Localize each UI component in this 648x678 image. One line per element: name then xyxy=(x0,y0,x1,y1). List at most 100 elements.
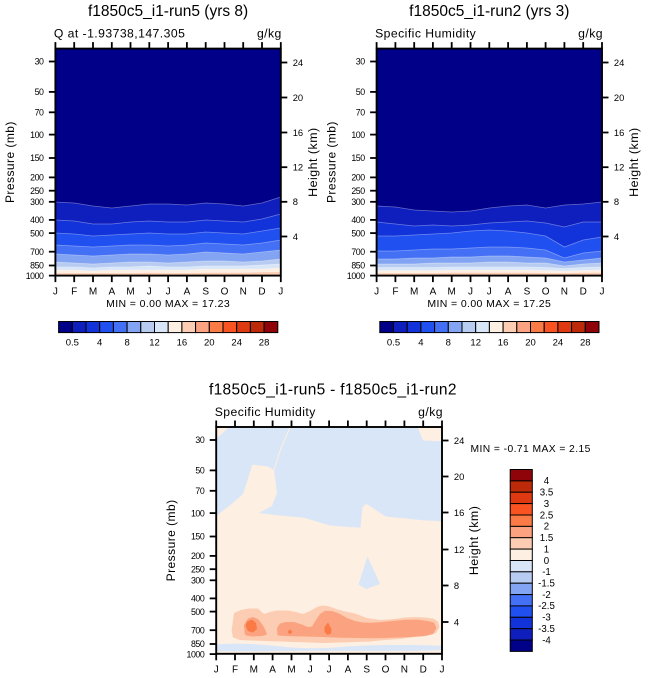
svg-text:250: 250 xyxy=(351,186,365,196)
svg-text:Height (km): Height (km) xyxy=(467,506,481,576)
svg-text:J: J xyxy=(487,287,492,298)
svg-text:3: 3 xyxy=(544,499,549,510)
svg-text:100: 100 xyxy=(191,508,205,518)
svg-text:-2.5: -2.5 xyxy=(538,601,555,612)
svg-text:F: F xyxy=(392,287,398,298)
svg-text:J: J xyxy=(440,665,445,676)
svg-text:A: A xyxy=(430,287,437,298)
svg-text:20: 20 xyxy=(293,92,303,103)
svg-text:g/kg: g/kg xyxy=(257,26,282,40)
svg-text:150: 150 xyxy=(30,153,44,163)
svg-text:F: F xyxy=(232,665,238,676)
svg-text:-2: -2 xyxy=(542,590,551,601)
svg-text:16: 16 xyxy=(454,507,464,518)
svg-text:2.5: 2.5 xyxy=(540,510,553,521)
svg-text:Pressure (mb): Pressure (mb) xyxy=(164,499,178,581)
svg-text:50: 50 xyxy=(35,87,44,97)
svg-text:30: 30 xyxy=(35,57,44,67)
svg-text:150: 150 xyxy=(191,532,205,542)
svg-text:-1.5: -1.5 xyxy=(538,579,555,590)
svg-text:1000: 1000 xyxy=(26,271,44,281)
svg-text:70: 70 xyxy=(356,108,365,118)
svg-text:Specific Humidity: Specific Humidity xyxy=(215,405,317,419)
svg-text:28: 28 xyxy=(580,337,591,348)
svg-text:-3.5: -3.5 xyxy=(538,624,555,635)
svg-text:J: J xyxy=(468,287,473,298)
svg-text:D: D xyxy=(580,287,587,298)
svg-text:S: S xyxy=(202,287,209,298)
svg-text:700: 700 xyxy=(30,247,44,257)
svg-text:J: J xyxy=(600,287,605,298)
svg-text:A: A xyxy=(108,287,115,298)
svg-text:24: 24 xyxy=(553,337,564,348)
svg-text:Specific Humidity: Specific Humidity xyxy=(375,26,477,40)
svg-text:50: 50 xyxy=(356,87,365,97)
svg-text:50: 50 xyxy=(195,466,204,476)
svg-text:1000: 1000 xyxy=(347,271,365,281)
svg-text:A: A xyxy=(505,287,512,298)
svg-text:250: 250 xyxy=(191,564,205,574)
svg-text:M: M xyxy=(250,665,258,676)
svg-text:24: 24 xyxy=(231,337,242,348)
svg-text:Pressure (mb): Pressure (mb) xyxy=(3,121,17,203)
svg-text:J: J xyxy=(53,287,58,298)
svg-text:16: 16 xyxy=(614,127,624,138)
svg-text:24: 24 xyxy=(293,57,303,68)
svg-text:J: J xyxy=(147,287,152,298)
svg-text:D: D xyxy=(420,665,427,676)
svg-text:g/kg: g/kg xyxy=(418,405,443,419)
svg-text:30: 30 xyxy=(356,57,365,67)
svg-text:100: 100 xyxy=(30,130,44,140)
svg-text:500: 500 xyxy=(191,607,205,617)
svg-text:1.5: 1.5 xyxy=(540,533,553,544)
svg-text:20: 20 xyxy=(525,337,536,348)
svg-text:150: 150 xyxy=(351,153,365,163)
svg-text:0.5: 0.5 xyxy=(387,337,400,348)
svg-text:A: A xyxy=(184,287,191,298)
svg-text:8: 8 xyxy=(293,196,298,207)
svg-text:4: 4 xyxy=(418,337,423,348)
svg-text:J: J xyxy=(374,287,379,298)
svg-text:J: J xyxy=(327,665,332,676)
svg-text:O: O xyxy=(221,287,229,298)
svg-text:4: 4 xyxy=(614,231,619,242)
svg-text:24: 24 xyxy=(454,435,464,446)
svg-text:J: J xyxy=(166,287,171,298)
svg-text:N: N xyxy=(401,665,408,676)
svg-text:g/kg: g/kg xyxy=(578,26,603,40)
svg-text:1: 1 xyxy=(544,544,549,555)
svg-text:J: J xyxy=(214,665,219,676)
svg-text:500: 500 xyxy=(30,228,44,238)
svg-text:400: 400 xyxy=(351,215,365,225)
svg-text:400: 400 xyxy=(30,215,44,225)
svg-text:300: 300 xyxy=(351,197,365,207)
svg-text:-4: -4 xyxy=(542,635,551,646)
svg-text:500: 500 xyxy=(351,228,365,238)
svg-text:D: D xyxy=(258,287,265,298)
svg-text:16: 16 xyxy=(498,337,509,348)
svg-text:Pressure (mb): Pressure (mb) xyxy=(324,121,338,203)
svg-text:N: N xyxy=(240,287,247,298)
svg-text:8: 8 xyxy=(614,196,619,207)
svg-text:Height (km): Height (km) xyxy=(306,127,320,197)
svg-text:A: A xyxy=(345,665,352,676)
svg-text:-1: -1 xyxy=(542,567,551,578)
svg-text:100: 100 xyxy=(351,130,365,140)
svg-text:J: J xyxy=(308,665,313,676)
svg-text:f1850c5_i1-run2 (yrs 3): f1850c5_i1-run2 (yrs 3) xyxy=(409,3,569,20)
svg-text:28: 28 xyxy=(259,337,270,348)
svg-text:2: 2 xyxy=(544,522,549,533)
svg-text:16: 16 xyxy=(177,337,188,348)
svg-text:12: 12 xyxy=(470,337,481,348)
svg-text:8: 8 xyxy=(454,580,459,591)
svg-text:1000: 1000 xyxy=(187,649,205,659)
svg-text:O: O xyxy=(382,665,390,676)
svg-text:24: 24 xyxy=(614,57,624,68)
svg-text:f1850c5_i1-run5 - f1850c5_i1-r: f1850c5_i1-run5 - f1850c5_i1-run2 xyxy=(209,382,457,399)
svg-text:20: 20 xyxy=(204,337,215,348)
svg-text:0.5: 0.5 xyxy=(66,337,79,348)
svg-text:MIN = -0.71 MAX = 2.15: MIN = -0.71 MAX = 2.15 xyxy=(471,444,591,455)
svg-text:4: 4 xyxy=(293,231,298,242)
svg-text:400: 400 xyxy=(191,594,205,604)
svg-text:M: M xyxy=(410,287,418,298)
